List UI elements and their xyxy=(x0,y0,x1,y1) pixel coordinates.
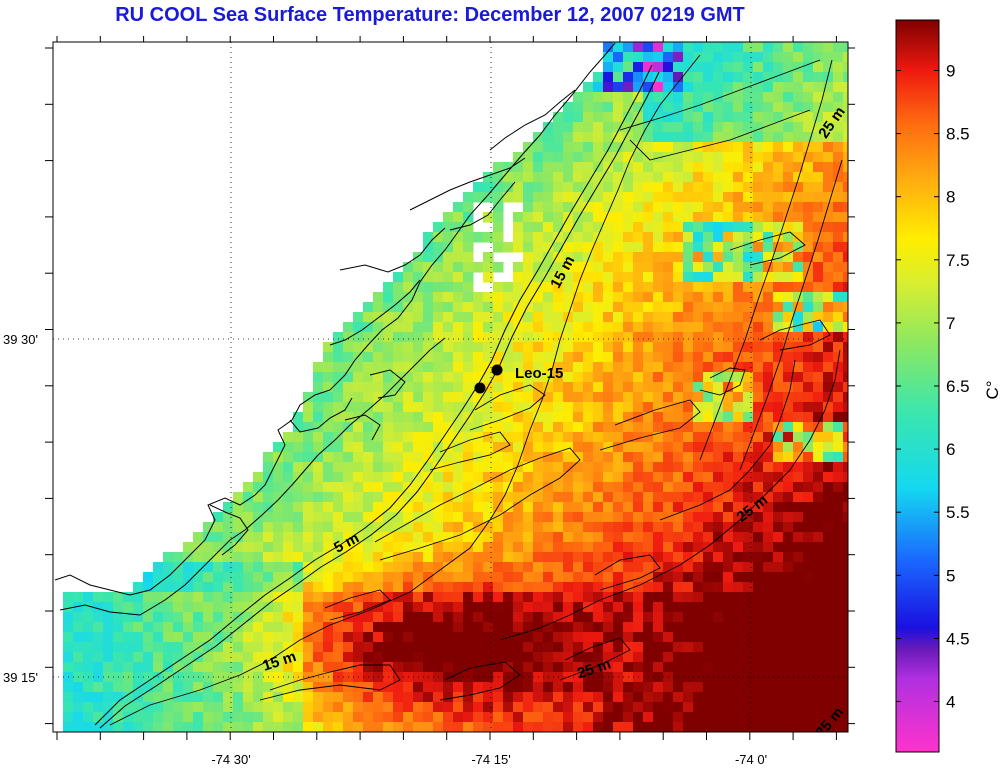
colorbar-tick-label: 7.5 xyxy=(946,251,970,270)
graticule xyxy=(53,42,848,732)
colorbar-tick-label: 5.5 xyxy=(946,503,970,522)
colorbar-ticks: 4 4.5 5 5.5 6 6.5 7 7.5 8 8.5 9 xyxy=(896,61,970,712)
lon-label-74-0: -74 0' xyxy=(735,752,767,767)
sst-pixel-layer xyxy=(63,42,848,732)
colorbar xyxy=(895,19,940,753)
lat-label-39-15: 39 15' xyxy=(3,670,38,685)
colorbar-tick-label: 4 xyxy=(946,693,955,712)
barrier-island xyxy=(94,64,660,729)
colorbar-tick-label: 9 xyxy=(946,61,955,80)
colorbar-unit: C° xyxy=(983,380,1002,399)
bathymetry-contours xyxy=(109,54,843,726)
leo15-node-north xyxy=(491,364,503,376)
leo15-node-south xyxy=(474,382,486,394)
lat-label-39-30: 39 30' xyxy=(3,332,38,347)
map-title: RU COOL Sea Surface Temperature: Decembe… xyxy=(115,4,745,26)
colorbar-tick-label: 8.5 xyxy=(946,125,970,144)
coastline xyxy=(54,42,616,616)
colorbar-tick-label: 8 xyxy=(946,188,955,207)
axis-ticks xyxy=(45,36,855,740)
lon-label-74-30: -74 30' xyxy=(211,752,250,767)
colorbar-tick-label: 6 xyxy=(946,440,955,459)
colorbar-tick-label: 5 xyxy=(946,566,955,585)
colorbar-tick-label: 7 xyxy=(946,314,955,333)
colorbar-tick-label: 6.5 xyxy=(946,377,970,396)
station-label-leo15: Leo-15 xyxy=(515,365,563,382)
lon-label-74-15: -74 15' xyxy=(471,752,510,767)
map-frame xyxy=(52,41,849,733)
colorbar-tick-label: 4.5 xyxy=(946,629,970,648)
